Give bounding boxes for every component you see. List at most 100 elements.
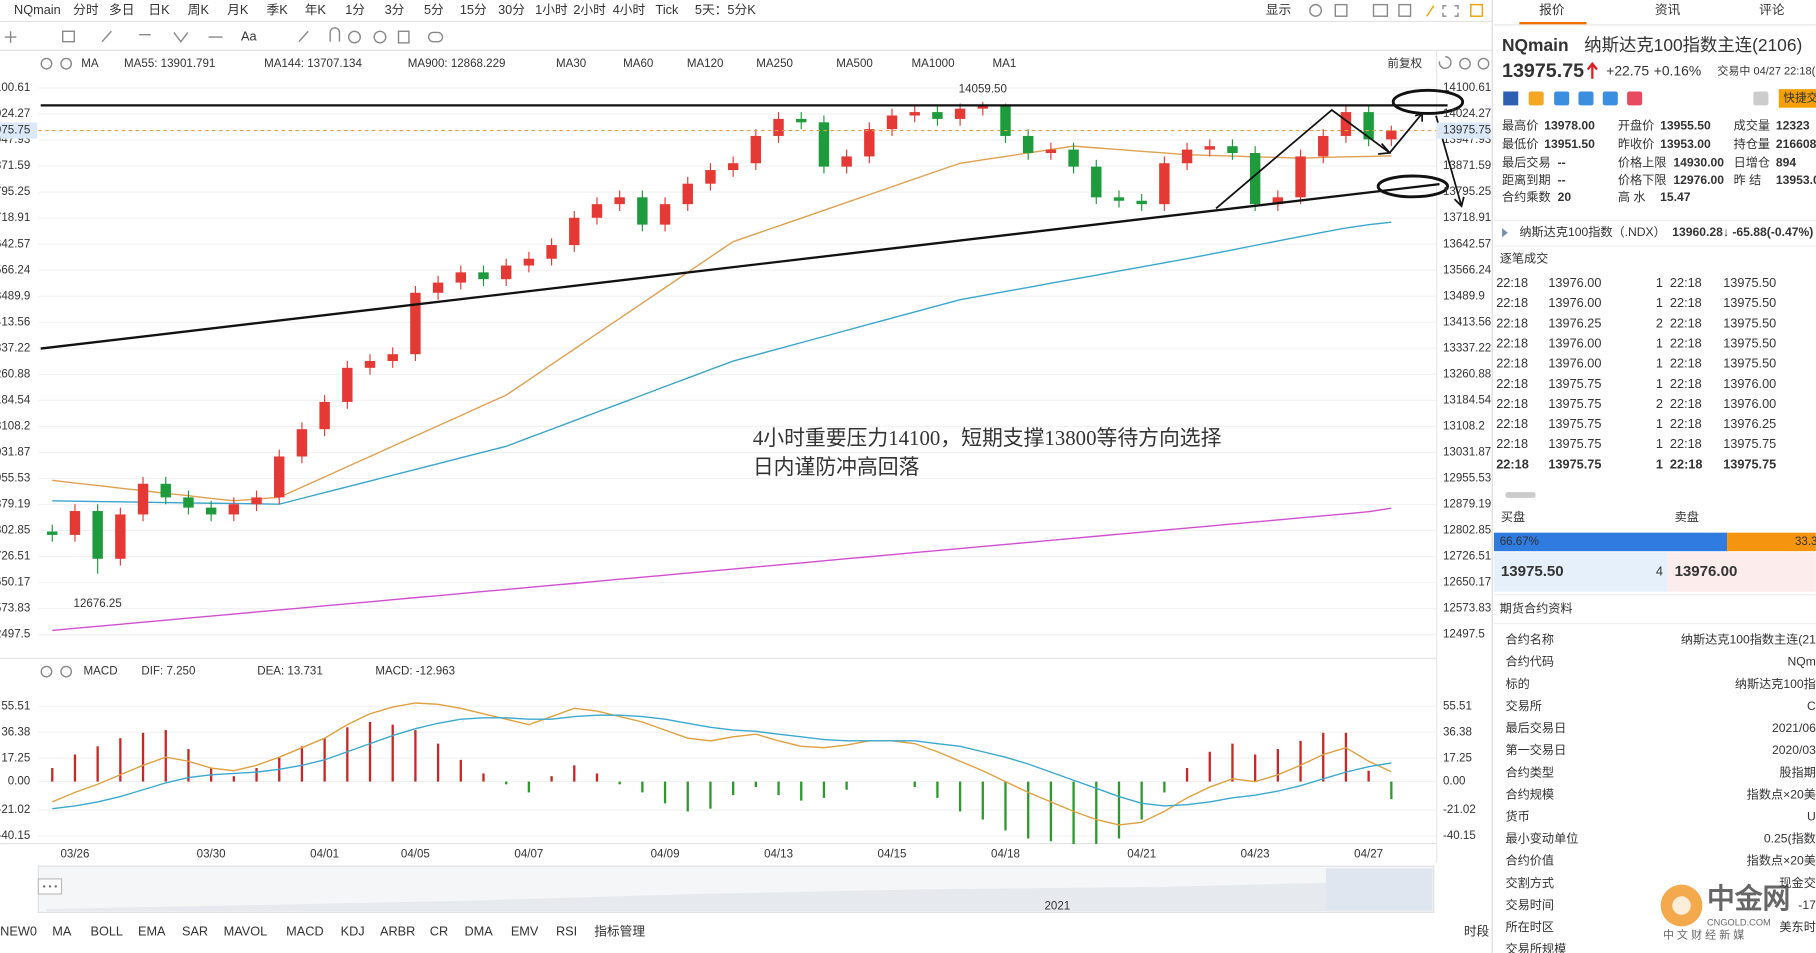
circle-icon[interactable]: [348, 30, 361, 44]
panel-tab[interactable]: 报价: [1539, 2, 1565, 17]
fullscreen-icon[interactable]: [1442, 5, 1459, 17]
indicator-tab[interactable]: KDJ: [341, 924, 365, 939]
panel-icon[interactable]: [1470, 3, 1484, 17]
close-icon[interactable]: [60, 665, 73, 678]
indicator-tab[interactable]: CR: [430, 924, 448, 939]
period-tab[interactable]: 4小时: [613, 2, 646, 17]
period-tab[interactable]: 5分: [424, 2, 444, 17]
refresh-icon[interactable]: [1438, 56, 1452, 69]
period-tab[interactable]: 1小时: [535, 2, 568, 17]
period-tab[interactable]: 周K: [188, 2, 210, 17]
indicator-tab[interactable]: 指标管理: [594, 924, 645, 939]
period-tab[interactable]: 5天：5分K: [695, 2, 756, 17]
settings-icon[interactable]: [1309, 3, 1323, 17]
stat-value: --: [1558, 173, 1566, 187]
close-icon[interactable]: [1477, 57, 1490, 70]
trade-cell: 13976.00: [1548, 336, 1601, 351]
indicator-tab[interactable]: RSI: [556, 924, 577, 939]
delete-icon[interactable]: [397, 30, 410, 44]
settings-icon[interactable]: [40, 57, 53, 70]
flag-icon: [1503, 91, 1519, 106]
section-title: 逐笔成交: [1500, 251, 1549, 266]
scroll-indicator[interactable]: [1505, 492, 1536, 498]
share-icon[interactable]: [1602, 91, 1618, 106]
checkbox-icon[interactable]: [1334, 3, 1348, 17]
period-tab[interactable]: 多日: [109, 2, 134, 17]
indicator-tab[interactable]: NEW0: [0, 924, 37, 939]
contract-label: 货币: [1506, 808, 1530, 823]
crosshair-icon[interactable]: [4, 31, 17, 43]
period-tab[interactable]: 3分: [385, 2, 405, 17]
trade-cell: 1: [1656, 456, 1663, 471]
high-label: 14059.50: [959, 83, 1007, 95]
quote-status: 交易中 04/27 22:18(: [1717, 64, 1815, 78]
symbol-tab[interactable]: NQmain: [14, 2, 61, 17]
indicator-tab[interactable]: ARBR: [380, 924, 415, 939]
low-label: 12676.25: [74, 598, 122, 610]
period-tab[interactable]: Tick: [656, 2, 679, 17]
panel-tab[interactable]: 评论: [1759, 2, 1785, 17]
candle-body: [1318, 135, 1329, 157]
indicator-tab[interactable]: MACD: [286, 924, 323, 939]
candle-body: [977, 105, 989, 109]
period-tab[interactable]: 15分: [460, 2, 487, 17]
display-menu[interactable]: 显示: [1266, 2, 1291, 17]
draw-icons[interactable]: [101, 27, 341, 43]
candle-body: [705, 170, 716, 184]
indicator-tab[interactable]: BOLL: [90, 924, 123, 939]
indicator-tab[interactable]: SAR: [182, 924, 208, 939]
watermark-logo-inner: [1672, 896, 1691, 915]
y-tick-label: 12573.83: [0, 603, 30, 615]
candle-body: [1091, 166, 1102, 198]
pen-icon[interactable]: [1426, 5, 1435, 17]
favorite-icon[interactable]: [1627, 91, 1643, 106]
indicator-tab[interactable]: DMA: [465, 924, 494, 939]
section-title: 期货合约资料: [1500, 600, 1573, 615]
period-tab[interactable]: 年K: [305, 2, 327, 17]
period-tab[interactable]: 月K: [227, 2, 249, 17]
contract-value: 指数点×20美: [1747, 853, 1816, 868]
camera-icon[interactable]: [1372, 3, 1389, 17]
select-icon[interactable]: [61, 30, 75, 43]
highlight-ellipse: [1391, 88, 1465, 115]
indicator-tab[interactable]: EMA: [138, 924, 166, 939]
period-tab[interactable]: 30分: [498, 2, 525, 17]
period-tab[interactable]: 分时: [73, 2, 99, 17]
navigator-window[interactable]: [1326, 868, 1433, 911]
text-tool[interactable]: Aa: [241, 28, 257, 43]
wave-path: [1215, 108, 1423, 210]
settings-icon[interactable]: [40, 665, 53, 678]
legend-entry-inactive: MA120: [687, 58, 724, 70]
indicator-tab[interactable]: EMV: [511, 924, 539, 939]
y-tick-label: 13871.59: [1443, 160, 1491, 172]
period-tab[interactable]: 2小时: [573, 2, 606, 17]
indicator-tab[interactable]: MA: [52, 924, 72, 939]
period-tab[interactable]: 季K: [266, 2, 288, 17]
minus-icon[interactable]: [1459, 57, 1471, 70]
trade-cell: 22:18: [1670, 336, 1702, 351]
quote-change-pct: +0.16%: [1654, 62, 1701, 78]
trade-cell: 13975.50: [1723, 336, 1776, 351]
panel-tab[interactable]: 资讯: [1655, 2, 1681, 17]
time-range-tab[interactable]: 时段: [1464, 924, 1490, 939]
candle-body: [909, 112, 920, 116]
indicator-tab[interactable]: MAVOL: [224, 924, 268, 939]
edit-icon[interactable]: [1398, 3, 1412, 17]
tag-icon[interactable]: [1578, 91, 1594, 106]
adjust-toggle[interactable]: 前复权: [1387, 56, 1422, 70]
y-tick-label: 12726.51: [0, 551, 30, 563]
user-icon[interactable]: [1554, 91, 1570, 106]
candle-body: [659, 204, 671, 225]
contract-label: 标的: [1506, 676, 1530, 691]
period-tab[interactable]: 1分: [345, 2, 365, 17]
quick-trade-label[interactable]: 快捷交: [1783, 90, 1816, 104]
alert-icon[interactable]: [1528, 91, 1544, 106]
erase-icon[interactable]: [373, 30, 387, 44]
quick-trade-button[interactable]: [1778, 89, 1816, 108]
bell-icon[interactable]: [1753, 91, 1769, 106]
period-tab[interactable]: 日K: [148, 2, 170, 17]
close-icon[interactable]: [60, 57, 73, 70]
candle-body: [773, 118, 784, 136]
link-icon[interactable]: [427, 31, 444, 43]
